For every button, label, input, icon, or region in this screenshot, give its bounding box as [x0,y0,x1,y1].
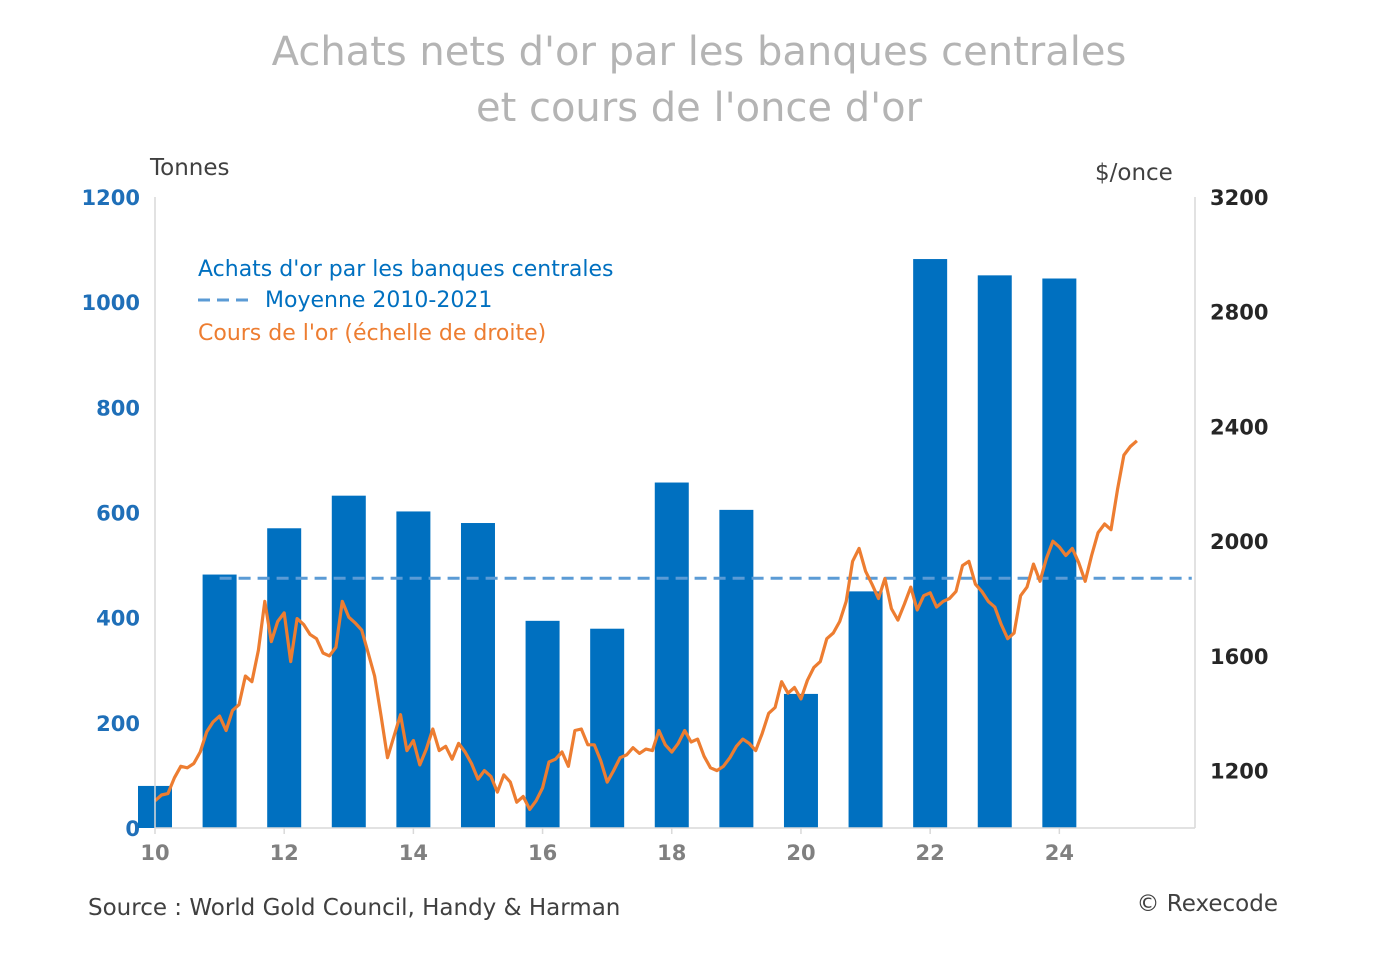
left-tick-200: 200 [96,712,140,736]
bar-11 [202,574,237,828]
x-tick-24: 24 [1045,841,1074,865]
bar-12 [267,528,302,828]
x-tick-10: 10 [140,841,169,865]
left-tick-400: 400 [96,607,140,631]
legend-item-bars: Achats d'or par les banques centrales [198,257,614,282]
right-tick-2400: 2400 [1210,415,1268,439]
legend-item-average: Moyenne 2010-2021 [265,288,492,313]
x-tick-16: 16 [528,841,557,865]
right-tick-2000: 2000 [1210,530,1268,554]
x-tick-20: 20 [786,841,815,865]
x-axis-ticks: 10 12 14 16 18 20 22 24 [140,828,1074,865]
left-axis-label: Tonnes [149,155,230,181]
right-axis-ticks: 1200 1600 2000 2400 2800 3200 [1210,186,1268,784]
bar-21 [848,591,883,828]
bar-20 [783,693,818,828]
x-tick-22: 22 [916,841,945,865]
bar-13 [331,495,366,828]
right-axis-label: $/once [1095,160,1173,186]
right-tick-1600: 1600 [1210,645,1268,669]
chart-title-line2: et cours de l'once d'or [476,85,923,131]
x-tick-14: 14 [399,841,428,865]
left-axis-ticks: 0 200 400 600 800 1000 1200 [82,186,140,841]
bar-22 [913,259,948,828]
bar-15 [460,523,495,828]
chart-title-line1: Achats nets d'or par les banques central… [272,29,1127,75]
gold-price-line [153,439,1138,812]
bar-17 [590,628,625,828]
bar-19 [719,509,754,828]
left-tick-1000: 1000 [82,291,140,315]
source-note: Source : World Gold Council, Handy & Har… [88,895,620,921]
x-tick-12: 12 [270,841,299,865]
right-tick-1200: 1200 [1210,760,1268,784]
left-tick-600: 600 [96,502,140,526]
right-tick-3200: 3200 [1210,186,1268,210]
right-tick-2800: 2800 [1210,301,1268,325]
copyright: © Rexecode [1136,891,1278,917]
x-tick-18: 18 [657,841,686,865]
left-tick-1200: 1200 [82,186,140,210]
legend-item-gold-price: Cours de l'or (échelle de droite) [198,321,546,346]
bar-14 [396,511,431,828]
bar-16 [525,620,560,828]
bar-23 [977,275,1012,829]
left-tick-800: 800 [96,396,140,420]
legend: Achats d'or par les banques centrales Mo… [198,257,614,346]
bar-18 [654,482,689,828]
left-tick-0: 0 [125,817,140,841]
